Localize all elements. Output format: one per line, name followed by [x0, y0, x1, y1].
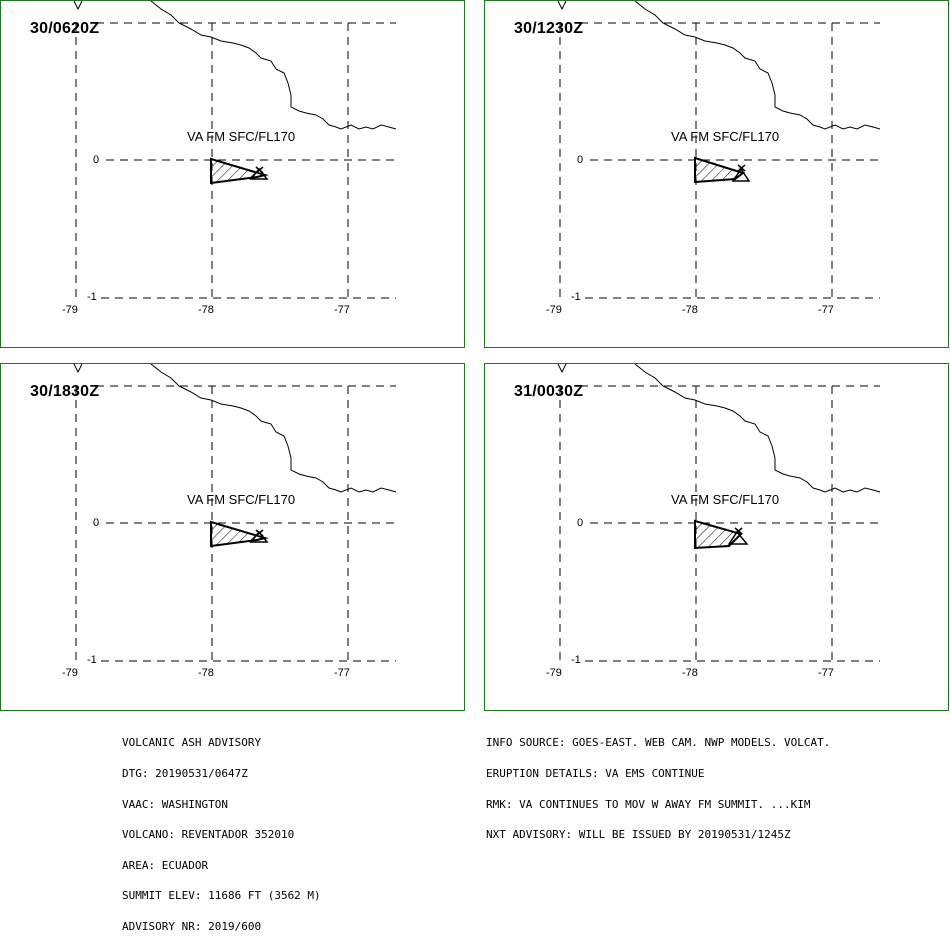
lat-tick-0: 0 — [93, 154, 100, 166]
map-graphic — [557, 364, 881, 662]
advisory-right: INFO SOURCE: GOES-EAST. WEB CAM. NWP MOD… — [486, 718, 830, 851]
lat-tick-minus-1: -1 — [87, 654, 97, 666]
lon-tick-78: -78 — [198, 304, 214, 316]
lat-tick-0: 0 — [577, 517, 584, 529]
coast-notch — [73, 364, 83, 374]
lon-tick-77: -77 — [818, 304, 834, 316]
map-panel-2: 30/1230Z VA FM SFC/FL170 0 -1 -79 -78 -7… — [484, 0, 949, 348]
volcano-marker — [249, 166, 269, 180]
lon-tick-79: -79 — [62, 667, 78, 679]
ash-cloud-polygon — [694, 519, 743, 550]
advisory-dtg: DTG: 20190531/0647Z — [122, 767, 248, 780]
lon-tick-78: -78 — [682, 667, 698, 679]
lon-tick-77: -77 — [334, 304, 350, 316]
lon-tick-77: -77 — [334, 667, 350, 679]
advisory-vaac: VAAC: WASHINGTON — [122, 797, 228, 811]
volcano-marker — [731, 164, 751, 182]
map-graphic — [73, 364, 397, 662]
lon-tick-78: -78 — [198, 667, 214, 679]
coastline — [634, 1, 881, 130]
map-graphic — [557, 1, 881, 299]
lon-tick-78: -78 — [682, 304, 698, 316]
advisory-next: NXT ADVISORY: WILL BE ISSUED BY 20190531… — [486, 828, 791, 842]
map-panel-1: 30/0620Z VA FM SFC/FL170 0 -1 -79 -78 -7… — [0, 0, 465, 348]
advisory-summit: SUMMIT ELEV: 11686 FT (3562 M) — [122, 889, 321, 903]
coastline — [634, 364, 881, 493]
lon-tick-79: -79 — [546, 667, 562, 679]
map-panel-3: 30/1830Z VA FM SFC/FL170 0 -1 -79 -78 -7… — [0, 363, 465, 711]
advisory-eruption: ERUPTION DETAILS: VA EMS CONTINUE — [486, 767, 705, 780]
coast-notch — [557, 364, 567, 374]
map-panel-4: 31/0030Z VA FM SFC/FL170 0 -1 -79 -78 -7… — [484, 363, 949, 711]
va-label: VA FM SFC/FL170 — [187, 129, 296, 144]
coast-notch — [557, 1, 567, 11]
advisory-volcano: VOLCANO: REVENTADOR 352010 — [122, 828, 295, 842]
lon-tick-79: -79 — [546, 304, 562, 316]
coast-notch — [73, 1, 83, 11]
lat-tick-minus-1: -1 — [571, 654, 581, 666]
ash-cloud-polygon — [694, 156, 746, 184]
panel-time: 30/0620Z — [30, 20, 100, 37]
coastline — [150, 364, 397, 493]
lon-tick-79: -79 — [62, 304, 78, 316]
panel-time: 31/0030Z — [514, 383, 584, 400]
advisory-area: AREA: ECUADOR — [122, 858, 209, 872]
lat-tick-minus-1: -1 — [87, 291, 97, 303]
map-graphic — [73, 1, 397, 299]
ash-cloud-polygon — [210, 157, 269, 185]
lat-tick-0: 0 — [577, 154, 584, 166]
coastline — [150, 1, 397, 130]
lat-tick-0: 0 — [93, 517, 100, 529]
va-label: VA FM SFC/FL170 — [671, 129, 780, 144]
panel-time: 30/1230Z — [514, 20, 584, 37]
volcano-marker — [727, 527, 749, 545]
ash-cloud-polygon — [210, 520, 269, 548]
panel-time: 30/1830Z — [30, 383, 100, 400]
advisory-left: VOLCANIC ASH ADVISORY DTG: 20190531/0647… — [122, 718, 321, 942]
va-label: VA FM SFC/FL170 — [671, 492, 780, 507]
volcano-marker — [249, 529, 269, 543]
lon-tick-77: -77 — [818, 667, 834, 679]
advisory-number: ADVISORY NR: 2019/600 — [122, 919, 262, 933]
advisory-info-source: INFO SOURCE: GOES-EAST. WEB CAM. NWP MOD… — [486, 736, 831, 750]
lat-tick-minus-1: -1 — [571, 291, 581, 303]
advisory-title: VOLCANIC ASH ADVISORY — [122, 736, 262, 750]
advisory-remarks: RMK: VA CONTINUES TO MOV W AWAY FM SUMMI… — [486, 797, 811, 811]
va-label: VA FM SFC/FL170 — [187, 492, 296, 507]
